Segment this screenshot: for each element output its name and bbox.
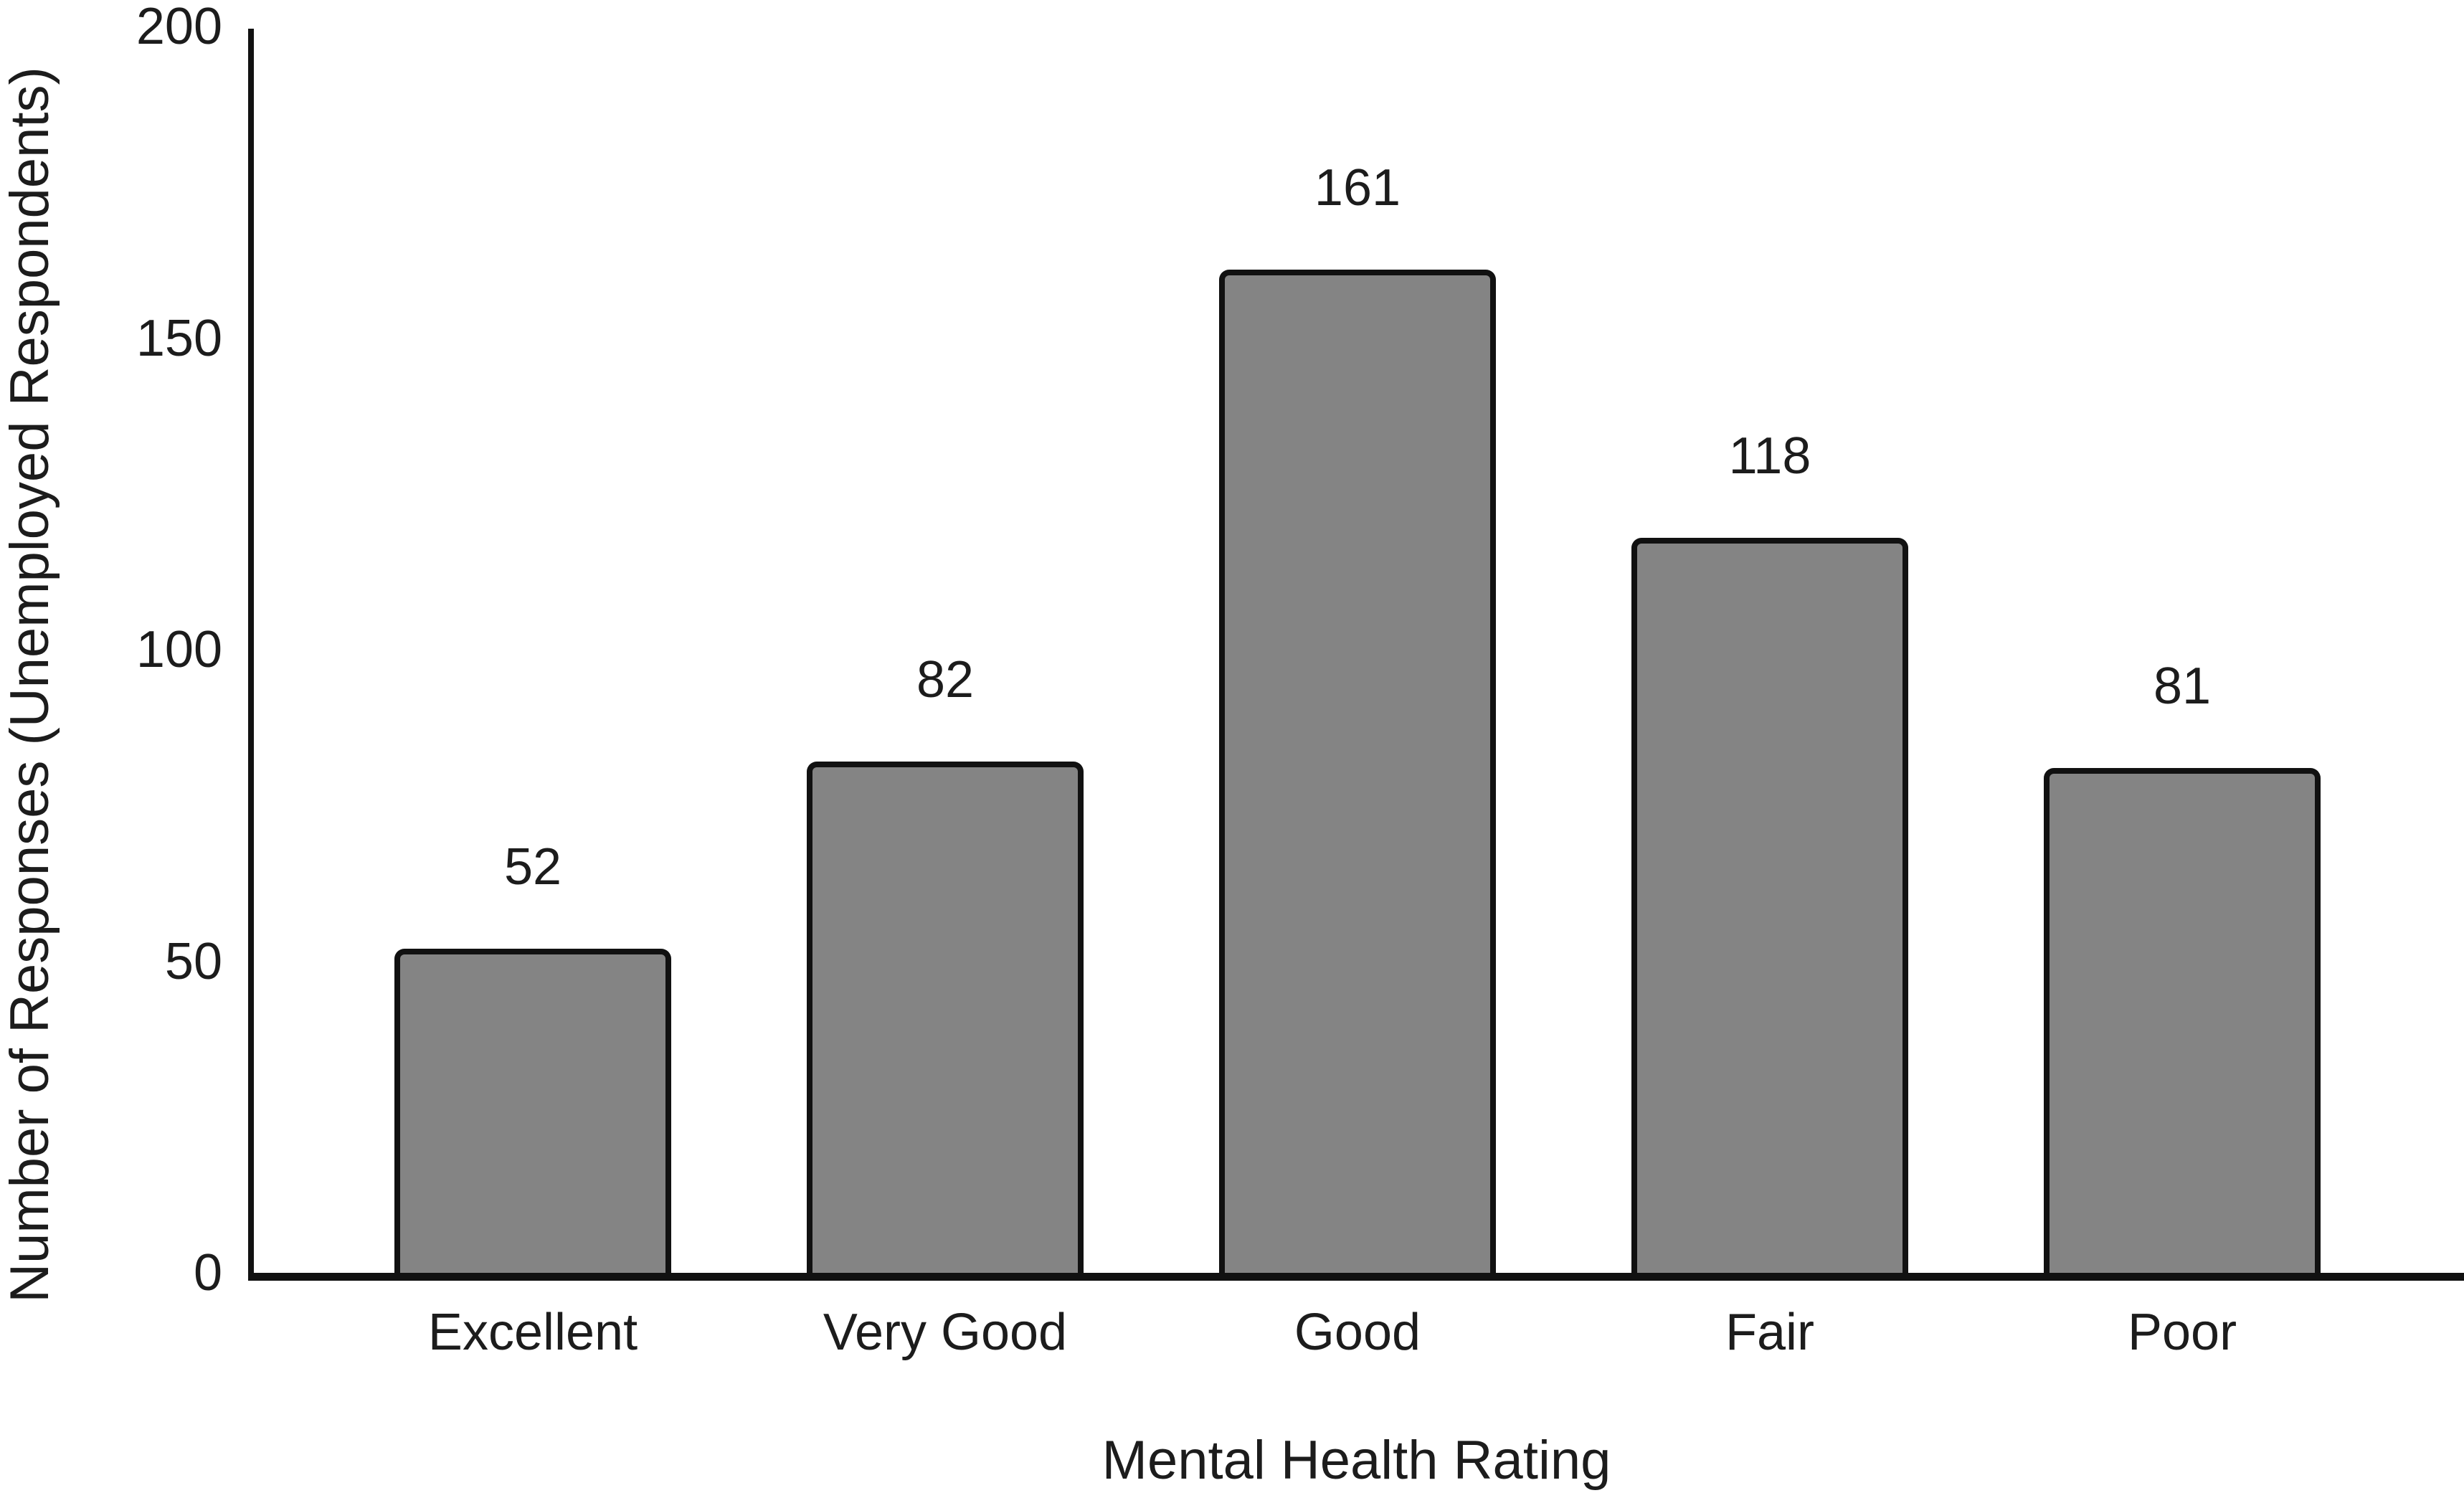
y-tick-label-150: 150 (136, 310, 222, 367)
y-axis-line (248, 29, 254, 1281)
y-tick-label-100: 100 (136, 621, 222, 678)
x-tick-label-excellent: Excellent (427, 1304, 638, 1361)
x-tick-label-good: Good (1294, 1304, 1421, 1361)
bar-good (1219, 270, 1496, 1281)
x-tick-label-fair: Fair (1725, 1304, 1814, 1361)
bar-very-good (807, 762, 1084, 1281)
y-tick-label-0: 0 (193, 1244, 222, 1302)
value-label-very-good: 82 (916, 651, 975, 708)
x-axis-line (248, 1273, 2464, 1281)
x-tick-label-very-good: Very Good (823, 1304, 1068, 1361)
bar-excellent (394, 949, 671, 1281)
y-axis-title: Number of Responses (Unemployed Responde… (0, 67, 60, 1303)
value-label-fair: 118 (1728, 427, 1811, 485)
bar-poor (2044, 768, 2321, 1281)
value-label-excellent: 52 (503, 838, 562, 896)
y-tick-label-200: 200 (136, 0, 222, 55)
value-label-good: 161 (1314, 159, 1401, 217)
value-label-poor: 81 (2153, 658, 2212, 715)
x-tick-label-poor: Poor (2127, 1304, 2237, 1361)
x-axis-title: Mental Health Rating (1101, 1430, 1611, 1491)
bar-fair (1631, 538, 1908, 1281)
y-tick-label-50: 50 (164, 933, 222, 990)
